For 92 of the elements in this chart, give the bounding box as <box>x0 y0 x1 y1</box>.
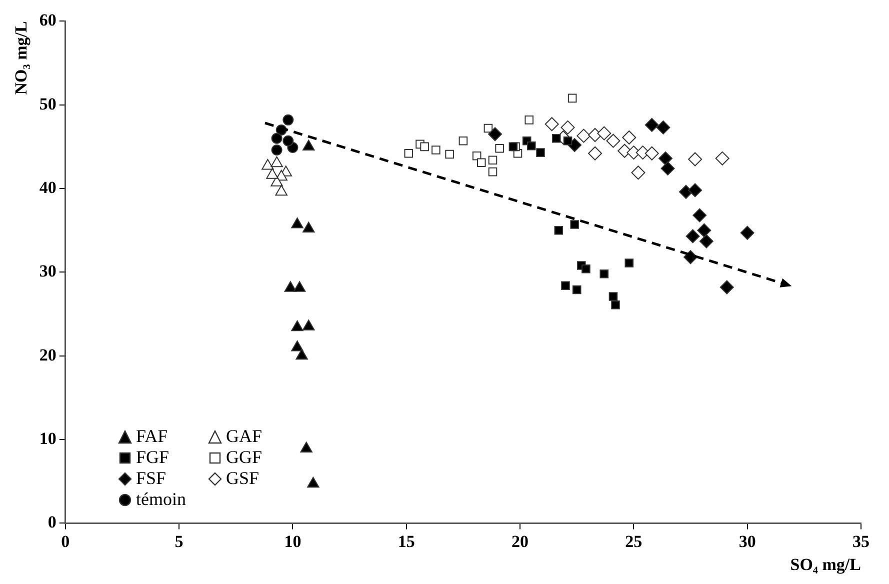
point <box>275 184 288 196</box>
point <box>291 320 304 332</box>
point <box>715 151 730 166</box>
point <box>293 281 306 292</box>
legend-label: FSF <box>136 468 166 489</box>
point <box>561 281 570 290</box>
point <box>552 134 561 143</box>
point <box>588 146 602 160</box>
y-tick-label: 20 <box>39 345 56 364</box>
y-tick-label: 0 <box>48 512 56 532</box>
point <box>576 128 591 143</box>
point <box>692 208 707 222</box>
point <box>524 116 534 124</box>
point <box>291 218 304 228</box>
point <box>588 128 602 142</box>
x-tick-label: 35 <box>852 532 870 551</box>
point <box>611 300 620 310</box>
point <box>420 142 429 152</box>
point <box>527 141 536 150</box>
point <box>678 184 693 199</box>
point <box>266 168 278 179</box>
y-tick-label: 40 <box>39 178 56 197</box>
point <box>740 226 754 240</box>
legend-label: FGF <box>136 447 170 468</box>
point <box>476 158 486 167</box>
point <box>572 285 582 294</box>
x-axis-title: SO₄ mg/L <box>790 555 861 574</box>
point <box>432 146 440 154</box>
point <box>508 142 518 152</box>
point <box>697 223 712 238</box>
x-tick-label: 0 <box>61 532 70 551</box>
legend-label: GGF <box>226 447 262 468</box>
y-tick-label: 50 <box>39 94 56 114</box>
point <box>582 264 590 274</box>
point <box>597 126 612 140</box>
point <box>270 156 283 168</box>
point <box>631 166 646 180</box>
x-tick-label: 15 <box>398 532 415 551</box>
point <box>688 152 702 166</box>
point <box>282 114 294 126</box>
point <box>488 156 498 164</box>
legend-label: GSF <box>226 468 260 489</box>
point <box>554 226 564 235</box>
point <box>495 144 504 153</box>
point <box>536 148 545 157</box>
point <box>622 130 636 144</box>
point <box>688 183 702 198</box>
point <box>568 94 577 103</box>
point <box>544 117 559 132</box>
point <box>488 167 498 176</box>
y-tick-label: 30 <box>39 262 56 281</box>
legend-label: FAF <box>136 426 168 447</box>
point <box>608 292 618 301</box>
point <box>291 340 304 352</box>
point <box>296 348 308 360</box>
point <box>271 144 282 156</box>
point <box>488 127 502 142</box>
point <box>644 118 659 132</box>
point <box>302 222 315 232</box>
point <box>300 442 312 452</box>
point <box>660 161 675 176</box>
point <box>600 269 609 278</box>
point <box>284 281 297 292</box>
point <box>282 135 294 146</box>
point <box>686 229 700 244</box>
y-tick-label: 60 <box>39 10 56 30</box>
point <box>684 250 698 264</box>
point <box>570 220 579 229</box>
y-axis-title: NO₃ mg/L <box>12 21 31 95</box>
point <box>560 120 575 134</box>
x-tick-label: 10 <box>284 532 302 551</box>
x-tick-label: 25 <box>625 532 642 551</box>
point <box>445 150 454 159</box>
x-tick-label: 30 <box>738 532 756 551</box>
point <box>307 476 320 488</box>
point <box>624 258 634 268</box>
legend-label: GAF <box>226 426 262 447</box>
point <box>699 234 714 248</box>
point <box>302 320 315 330</box>
x-tick-label: 5 <box>174 532 184 551</box>
point <box>458 136 468 146</box>
point <box>404 149 414 158</box>
point <box>271 132 282 144</box>
y-tick-label: 10 <box>39 428 56 448</box>
point <box>606 134 620 148</box>
point <box>644 146 659 160</box>
legend-label: témoin <box>136 489 186 510</box>
point <box>658 151 673 166</box>
point <box>262 158 274 170</box>
x-tick-label: 20 <box>512 532 529 551</box>
point <box>720 280 734 294</box>
point <box>656 120 670 134</box>
